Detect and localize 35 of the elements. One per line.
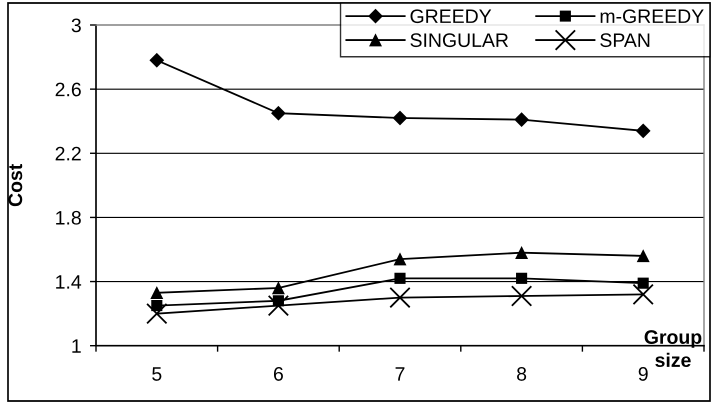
point <box>636 124 650 138</box>
point <box>272 282 285 294</box>
x-tick-label: 7 <box>396 367 404 381</box>
point <box>389 286 411 308</box>
point <box>146 303 168 324</box>
point <box>392 110 408 126</box>
y-axis-title: Cost <box>8 164 22 206</box>
x-axis-title: Group size <box>644 330 702 368</box>
y-tick-label: 2.2 <box>56 146 81 160</box>
y-tick-label: 2.6 <box>56 82 81 96</box>
x-tick-label: 5 <box>152 367 162 381</box>
point <box>150 53 164 68</box>
point <box>510 285 532 307</box>
legend-label: m-GREEDY <box>600 9 704 24</box>
point <box>150 286 164 300</box>
x-tick-label: 6 <box>274 367 283 381</box>
point <box>268 294 290 316</box>
legend-label: SINGULAR <box>410 33 508 48</box>
x-tick-label: 8 <box>517 367 526 381</box>
point <box>636 250 650 262</box>
point <box>516 272 528 284</box>
y-tick-label: 1 <box>72 339 81 353</box>
legend-label: GREEDY <box>410 9 492 24</box>
point <box>632 284 654 306</box>
y-tick-label: 3 <box>72 18 81 32</box>
point <box>394 272 406 284</box>
y-tick-label: 1.8 <box>56 210 81 225</box>
point <box>515 246 528 259</box>
point <box>271 106 286 120</box>
legend-label: SPAN <box>600 33 650 48</box>
point <box>394 252 406 266</box>
point <box>514 112 529 127</box>
x-tick-label: 9 <box>638 367 648 381</box>
point <box>638 278 649 289</box>
y-tick-label: 1.4 <box>56 275 82 289</box>
